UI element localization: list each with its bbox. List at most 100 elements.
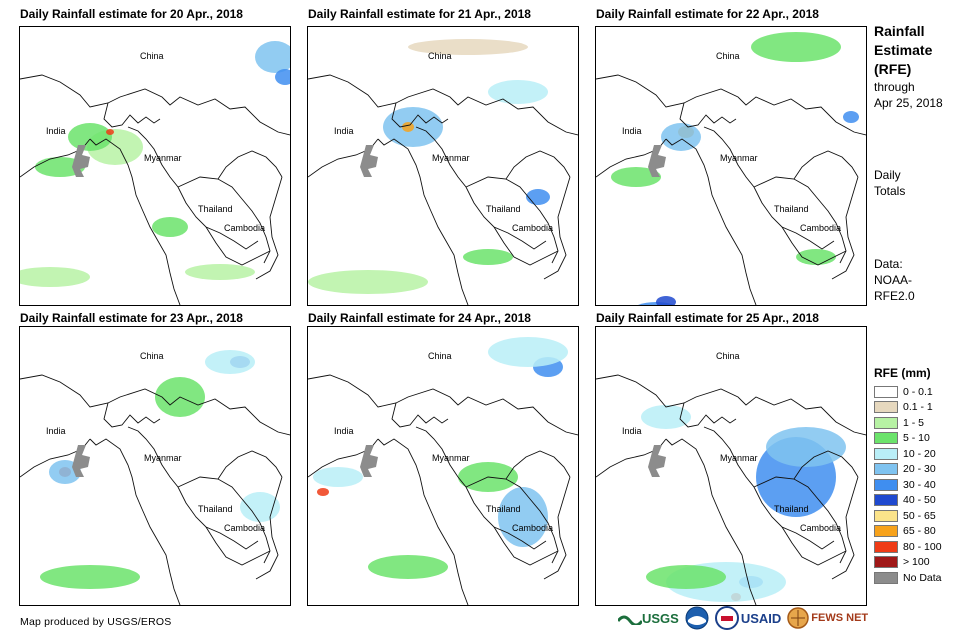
legend-row: 65 - 80 bbox=[874, 524, 942, 540]
rainfall-area bbox=[240, 492, 280, 522]
usaid-logo: USAID bbox=[714, 606, 782, 630]
country-border bbox=[543, 476, 571, 580]
source-text: Data: NOAA- RFE2.0 bbox=[874, 256, 915, 304]
country-border bbox=[679, 402, 737, 428]
panel-title: Daily Rainfall estimate for 20 Apr., 201… bbox=[20, 7, 243, 21]
footer-credit: Map produced by USGS/EROS bbox=[20, 616, 172, 628]
country-label-india: India bbox=[622, 126, 642, 136]
legend-label: 0 - 0.1 bbox=[903, 385, 933, 398]
panel-title: Daily Rainfall estimate for 22 Apr., 201… bbox=[596, 7, 819, 21]
country-label-india: India bbox=[46, 126, 66, 136]
rainfall-area bbox=[152, 217, 188, 237]
country-border bbox=[753, 476, 847, 564]
usgs-logo: USGS bbox=[618, 611, 679, 626]
fewsnet-logo-text: FEWS NET bbox=[811, 612, 869, 624]
legend-row: 5 - 10 bbox=[874, 431, 942, 447]
country-label-myanmar: Myanmar bbox=[720, 453, 758, 463]
legend-label: 0.1 - 1 bbox=[903, 401, 933, 414]
country-border bbox=[465, 176, 559, 264]
country-border bbox=[505, 450, 571, 480]
country-border bbox=[415, 126, 547, 250]
rainfall-map: China India Myanmar Thailand Cambodia bbox=[595, 26, 867, 306]
noaa-logo bbox=[685, 606, 709, 630]
source-line: NOAA- bbox=[874, 273, 913, 287]
rainfall-area bbox=[40, 565, 140, 589]
rainfall-area bbox=[498, 487, 548, 547]
rainfall-area bbox=[766, 427, 846, 467]
rainfall-area bbox=[275, 69, 290, 85]
legend-swatch bbox=[874, 416, 898, 429]
country-border bbox=[205, 526, 271, 566]
legend-row: 20 - 30 bbox=[874, 462, 942, 478]
map-canvas: China India Myanmar Thailand Cambodia bbox=[308, 39, 578, 305]
country-border bbox=[255, 176, 283, 280]
source-line: Data: bbox=[874, 257, 903, 271]
country-label-thailand: Thailand bbox=[198, 204, 233, 214]
map-canvas: China India Myanmar Thailand Cambodia bbox=[20, 41, 290, 305]
country-border bbox=[308, 74, 578, 136]
country-border bbox=[103, 402, 161, 428]
rainfall-area bbox=[402, 122, 414, 132]
legend-row: 80 - 100 bbox=[874, 539, 942, 555]
country-label-cambodia: Cambodia bbox=[224, 523, 265, 533]
legend: 0 - 0.1 0.1 - 1 1 - 5 5 - 10 10 - 20 20 - 30 3… bbox=[874, 384, 942, 586]
legend-swatch bbox=[874, 432, 898, 445]
legend-label: 20 - 30 bbox=[903, 463, 936, 476]
usaid-logo-text: USAID bbox=[740, 610, 782, 626]
legend-swatch bbox=[874, 385, 898, 398]
legend-row: 10 - 20 bbox=[874, 446, 942, 462]
country-border bbox=[177, 176, 271, 264]
country-label-cambodia: Cambodia bbox=[800, 523, 841, 533]
no-data-area bbox=[72, 145, 90, 177]
logo-strip: USGS USAID FEWS NET bbox=[618, 606, 868, 630]
legend-swatch bbox=[874, 401, 898, 414]
usaid-seal-icon bbox=[714, 606, 739, 630]
map-canvas: China India Myanmar Thailand Cambodia bbox=[596, 351, 866, 605]
legend-swatch bbox=[874, 494, 898, 507]
legend-label: 5 - 10 bbox=[903, 432, 930, 445]
rainfall-area bbox=[611, 167, 661, 187]
country-border bbox=[255, 476, 283, 580]
country-border bbox=[505, 150, 571, 180]
legend-row: > 100 bbox=[874, 555, 942, 571]
country-label-myanmar: Myanmar bbox=[144, 453, 182, 463]
rainfall-area bbox=[68, 123, 112, 151]
legend-swatch bbox=[874, 540, 898, 553]
source-line: RFE2.0 bbox=[874, 289, 915, 303]
through-line: through bbox=[874, 80, 915, 94]
rainfall-area bbox=[488, 337, 568, 367]
rainfall-area bbox=[35, 157, 85, 177]
legend-row: 30 - 40 bbox=[874, 477, 942, 493]
country-border bbox=[217, 150, 283, 180]
country-border bbox=[89, 138, 181, 305]
rainfall-area bbox=[463, 249, 513, 265]
map-canvas: China India Myanmar Thailand Cambodia bbox=[596, 32, 866, 305]
country-border bbox=[415, 426, 547, 550]
rainfall-area bbox=[843, 111, 859, 123]
country-border bbox=[177, 476, 271, 564]
country-border bbox=[308, 374, 578, 436]
rainfall-map: China India Myanmar Thailand Cambodia bbox=[307, 326, 579, 606]
country-border bbox=[20, 374, 290, 436]
panel-title: Daily Rainfall estimate for 24 Apr., 201… bbox=[308, 311, 531, 325]
country-label-china: China bbox=[140, 51, 164, 61]
no-data-area bbox=[72, 445, 90, 477]
country-border bbox=[665, 138, 757, 305]
rainfall-area bbox=[656, 296, 676, 305]
rainfall-area bbox=[185, 264, 255, 280]
country-border bbox=[703, 426, 835, 550]
side-title-line: (RFE) bbox=[874, 61, 912, 77]
rainfall-area bbox=[308, 270, 428, 294]
legend-swatch bbox=[874, 571, 898, 584]
fewsnet-logo: FEWS NET bbox=[787, 607, 868, 629]
legend-swatch bbox=[874, 463, 898, 476]
country-border bbox=[20, 74, 290, 136]
country-label-india: India bbox=[622, 426, 642, 436]
country-label-india: India bbox=[334, 126, 354, 136]
country-border bbox=[217, 450, 283, 480]
panel-title: Daily Rainfall estimate for 25 Apr., 201… bbox=[596, 311, 819, 325]
country-border bbox=[679, 102, 737, 128]
legend-swatch bbox=[874, 525, 898, 538]
country-label-thailand: Thailand bbox=[486, 504, 521, 514]
legend-label: 50 - 65 bbox=[903, 509, 936, 522]
